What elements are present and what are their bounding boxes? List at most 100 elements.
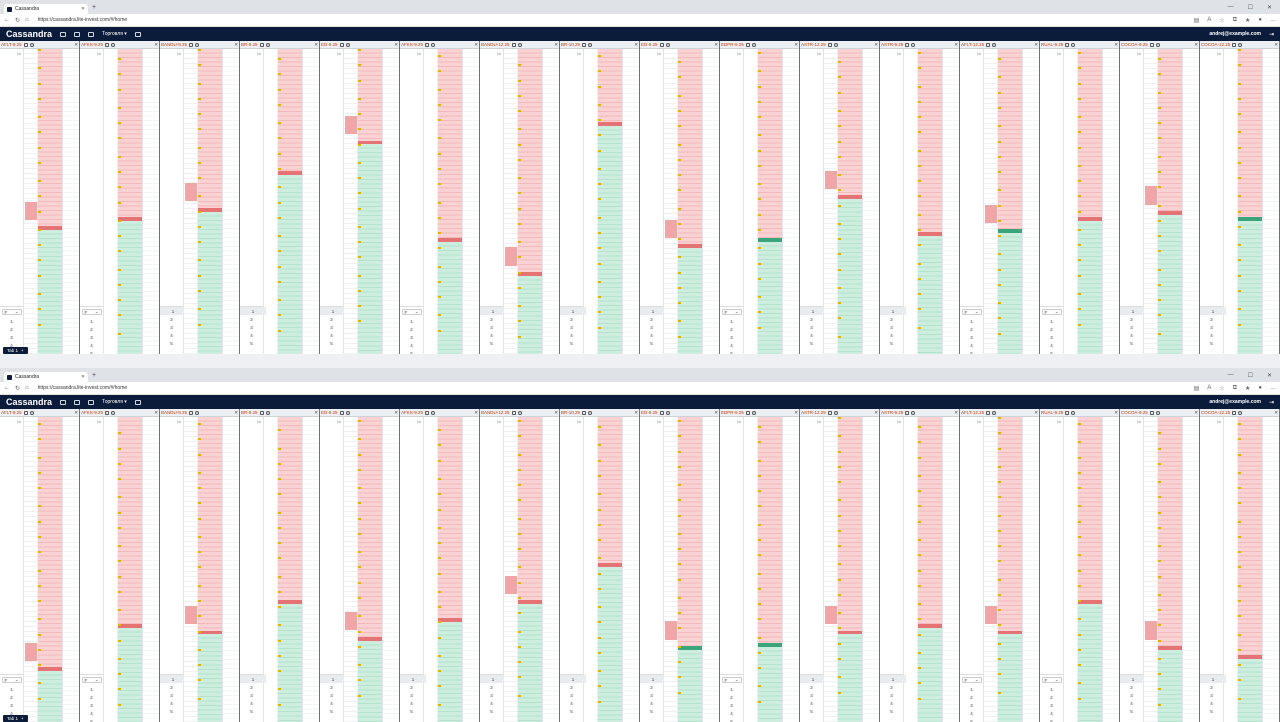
qty-option[interactable]: 1 — [410, 318, 413, 324]
qty-option[interactable]: 3 — [890, 692, 893, 698]
book-icon[interactable] — [659, 42, 664, 47]
qty-option[interactable]: 1 — [1050, 686, 1053, 692]
qty-option[interactable]: 5 — [330, 708, 333, 714]
qty-option[interactable]: 5 — [970, 718, 973, 722]
qty-option[interactable]: 5 — [90, 350, 93, 355]
home-icon[interactable]: ⌂ — [25, 385, 29, 391]
close-icon[interactable]: ✕ — [1034, 41, 1038, 47]
volume-column[interactable] — [303, 49, 319, 354]
back-icon[interactable]: ← — [4, 385, 10, 391]
qty-option[interactable]: 5 — [90, 718, 93, 722]
maximize-icon[interactable]: ☐ — [1247, 4, 1253, 11]
new-tab-button[interactable]: + — [92, 371, 97, 379]
qty-option[interactable]: 4 — [810, 332, 813, 338]
close-tab-icon[interactable]: ✕ — [80, 6, 85, 12]
volume-column[interactable] — [1183, 417, 1199, 722]
ticker-label[interactable]: BANDU-12.25 — [481, 410, 510, 415]
qty-option[interactable]: 3 — [330, 692, 333, 698]
qty-option[interactable]: 3 — [490, 324, 493, 330]
ticker-label[interactable]: RUAL-9.25 — [1041, 410, 1064, 415]
cluster-column[interactable] — [344, 49, 358, 354]
book-icon[interactable] — [189, 42, 194, 47]
qty-option[interactable]: 2 — [1050, 694, 1053, 700]
ticker-label[interactable]: AFLT-12.25 — [961, 410, 985, 415]
qty-option[interactable]: 4 — [650, 700, 653, 706]
price-ladder[interactable] — [518, 49, 543, 354]
price-ladder[interactable] — [1238, 49, 1263, 354]
book-icon[interactable] — [105, 410, 110, 415]
ticker-label[interactable]: BANDU-12.25 — [481, 42, 510, 47]
gear-icon[interactable] — [345, 42, 350, 47]
qty-option[interactable]: 1 — [880, 307, 906, 315]
price-ladder[interactable] — [38, 417, 63, 722]
order-book-panel[interactable]: EDPR-9.25 ✕ 1x F ⌄ 1 2 3 4 5 — [720, 41, 800, 354]
qty-option[interactable]: 5 — [490, 340, 493, 346]
order-book-panel[interactable]: RUAL-9.25 ✕ 1x F ⌄ 1 2 3 4 5 — [1040, 409, 1120, 722]
book-icon[interactable] — [511, 410, 516, 415]
ticker-label[interactable]: ED-9.25 — [641, 410, 658, 415]
qty-option[interactable]: 5 — [570, 708, 573, 714]
price-ladder[interactable] — [1238, 417, 1263, 722]
qty-option[interactable]: 3 — [410, 334, 413, 340]
qty-option[interactable]: 1 — [800, 307, 826, 315]
minimize-icon[interactable]: — — [1227, 371, 1234, 378]
url-field[interactable]: https://cassandra.lite-invest.com/#/home — [37, 385, 128, 391]
close-window-icon[interactable]: ✕ — [1266, 372, 1272, 379]
qty-option[interactable]: 1 — [1200, 307, 1226, 315]
browser-tab[interactable]: Cassandra ✕ — [4, 372, 88, 382]
qty-option[interactable]: 1 — [970, 318, 973, 324]
ticker-label[interactable]: AFKS-9.25 — [401, 410, 424, 415]
order-book-panel[interactable]: AFKS-9.25 ✕ 1x F ⌄ 1 2 3 4 5 — [80, 409, 160, 722]
chart-column[interactable]: 1x F⌄ 1 2 3 4 5 — [80, 417, 104, 722]
volume-column[interactable] — [143, 49, 159, 354]
qty-option[interactable]: 1 — [480, 307, 506, 315]
gear-icon[interactable] — [588, 42, 593, 47]
qty-option[interactable]: 2 — [490, 316, 493, 322]
qty-option[interactable]: 1 — [480, 675, 506, 683]
ticker-label[interactable]: AFLT-9.25 — [1, 42, 22, 47]
qty-option[interactable]: 5 — [650, 340, 653, 346]
order-book-panel[interactable]: AFLT-12.25 ✕ 1x F ⌄ 1 2 3 4 5 — [960, 409, 1040, 722]
qty-option[interactable]: 1 — [800, 675, 826, 683]
logout-icon[interactable]: ⇥ — [1268, 31, 1274, 38]
gear-icon[interactable] — [431, 410, 436, 415]
order-book-panel[interactable]: EDPR-9.25 ✕ 1x F ⌄ 1 2 3 4 5 — [720, 409, 800, 722]
ticker-label[interactable]: AFKS-9.25 — [401, 42, 424, 47]
qty-option[interactable]: 4 — [1210, 332, 1213, 338]
qty-option[interactable]: 3 — [970, 334, 973, 340]
gear-icon[interactable] — [1071, 42, 1076, 47]
book-icon[interactable] — [827, 410, 832, 415]
qty-option[interactable]: 1 — [560, 675, 586, 683]
qty-option[interactable]: 3 — [90, 334, 93, 340]
volume-column[interactable] — [783, 49, 799, 354]
price-ladder[interactable] — [438, 417, 463, 722]
qty-option[interactable]: 1 — [10, 318, 13, 324]
more-icon[interactable]: … — [1270, 384, 1276, 391]
qty-option[interactable]: 3 — [1210, 324, 1213, 330]
qty-option[interactable]: 3 — [1050, 702, 1053, 708]
gear-icon[interactable] — [29, 42, 34, 47]
qty-option[interactable]: 3 — [570, 324, 573, 330]
book-icon[interactable] — [259, 42, 264, 47]
ticker-label[interactable]: BR-10.25 — [561, 410, 581, 415]
ticker-label[interactable]: BANDU-9.25 — [161, 42, 188, 47]
price-ladder[interactable] — [1158, 417, 1183, 722]
profile-icon[interactable]: ● — [1258, 384, 1262, 391]
qty-option[interactable]: 4 — [410, 700, 413, 706]
qty-option[interactable]: 5 — [1130, 340, 1133, 346]
add-widget-icon[interactable] — [134, 31, 141, 37]
